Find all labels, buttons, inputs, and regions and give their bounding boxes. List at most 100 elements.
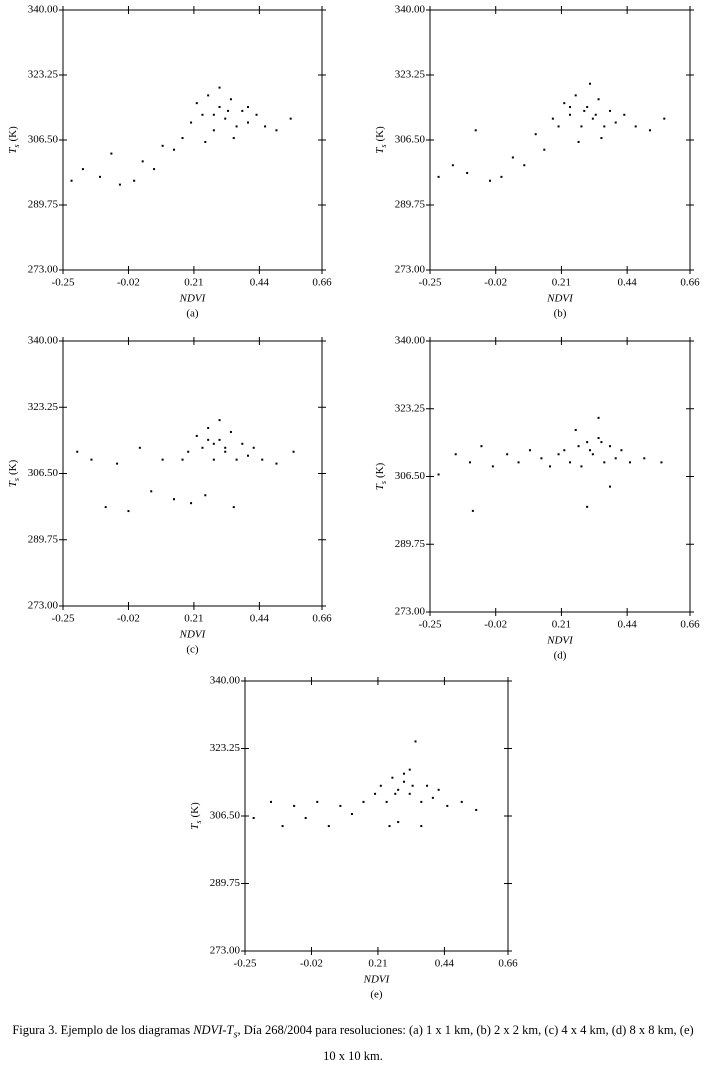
point [255, 113, 258, 116]
x-tick-label: 0.66 [312, 613, 332, 625]
point [138, 446, 141, 449]
y-tick-label: 273.00 [395, 264, 426, 276]
point [116, 462, 119, 465]
y-tick-label: 340.00 [28, 4, 59, 16]
point [609, 109, 611, 112]
x-tick-label: 0.21 [552, 619, 571, 631]
point [574, 428, 577, 431]
point [293, 804, 296, 807]
y-label-subscript: s [379, 145, 388, 148]
point [569, 461, 571, 464]
point [161, 458, 164, 461]
point [110, 152, 113, 155]
x-tick-label: 0.44 [250, 613, 270, 625]
y-axis-label: Ts (K) [374, 462, 388, 490]
y-label-symbol: T [7, 147, 19, 154]
point [207, 438, 210, 441]
y-tick-label: 323.25 [210, 742, 241, 754]
point [603, 125, 606, 128]
point [224, 446, 227, 449]
point [614, 121, 617, 124]
x-tick-label: 0.66 [498, 958, 518, 970]
point [385, 800, 388, 803]
point [451, 164, 454, 167]
y-label-symbol: T [189, 823, 201, 830]
x-tick-label: 0.21 [552, 277, 571, 289]
y-tick-label: 289.75 [28, 199, 59, 211]
y-axis-label: Ts (K) [189, 802, 203, 830]
point [454, 453, 457, 456]
point [474, 129, 477, 132]
y-label-subscript: s [379, 481, 388, 484]
point [218, 438, 221, 441]
y-label-unit: (K) [7, 459, 19, 475]
panel-label: (a) [186, 308, 199, 320]
point [589, 449, 591, 452]
point [90, 458, 93, 461]
point [597, 437, 600, 440]
point [212, 129, 215, 132]
point [600, 441, 603, 444]
point [397, 788, 400, 791]
x-tick-label: -0.25 [419, 277, 442, 289]
y-tick-label: 323.25 [395, 69, 426, 81]
point [275, 129, 278, 132]
point [586, 505, 589, 508]
y-label-subscript: s [12, 145, 21, 148]
point [261, 458, 264, 461]
y-label-symbol: T [7, 480, 19, 487]
y-tick-label: 273.00 [28, 600, 59, 612]
point [600, 137, 603, 140]
x-tick-label: -0.02 [117, 613, 140, 625]
y-label-subscript: s [12, 478, 21, 481]
point [241, 442, 244, 445]
x-tick-label: 0.44 [618, 277, 638, 289]
point [437, 473, 440, 476]
point [207, 94, 210, 97]
y-tick-label: 289.75 [28, 533, 59, 545]
point [241, 109, 244, 112]
point [649, 129, 651, 132]
point [70, 179, 73, 182]
y-tick-label: 306.50 [395, 470, 426, 482]
point [491, 465, 494, 468]
point [232, 137, 235, 140]
y-tick-label: 306.50 [210, 810, 241, 822]
y-tick-label: 340.00 [210, 675, 241, 687]
point [81, 168, 84, 171]
point [563, 449, 566, 452]
point [574, 94, 577, 97]
plot-frame [429, 9, 691, 271]
point [229, 430, 232, 433]
x-tick-label: 0.21 [368, 958, 387, 970]
point [437, 788, 440, 791]
point [270, 800, 273, 803]
x-tick-label: -0.25 [234, 958, 257, 970]
point [379, 784, 382, 787]
point [104, 506, 107, 509]
point [643, 457, 646, 460]
x-axis-label: NDVI [179, 629, 207, 641]
point [218, 419, 221, 422]
point [397, 821, 400, 824]
caption-term: NDVI-T [193, 1023, 234, 1037]
point [420, 825, 423, 828]
point [227, 109, 230, 112]
point [609, 445, 611, 448]
point [153, 168, 156, 171]
y-tick-label: 323.25 [395, 402, 426, 414]
point [212, 113, 215, 116]
point [224, 450, 227, 453]
x-axis-label: NDVI [546, 635, 574, 647]
point [118, 183, 121, 186]
point [529, 449, 531, 452]
point [235, 458, 238, 461]
x-tick-label: 0.44 [435, 958, 455, 970]
point [475, 808, 478, 811]
point [374, 792, 377, 795]
x-axis-label: NDVI [179, 293, 207, 305]
point [212, 458, 215, 461]
point [292, 450, 295, 453]
point [580, 125, 583, 128]
